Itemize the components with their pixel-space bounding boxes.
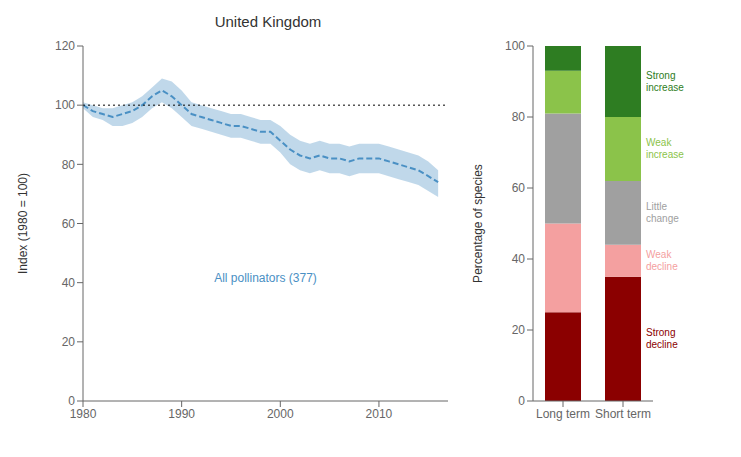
- svg-text:1990: 1990: [168, 407, 195, 421]
- svg-text:1980: 1980: [70, 407, 97, 421]
- html-text:All pollinators (377): All pollinators (377): [214, 270, 317, 285]
- svg-text:60: 60: [62, 217, 76, 231]
- svg-text:20: 20: [512, 323, 526, 337]
- svg-text:120: 120: [55, 39, 75, 53]
- svg-text:100: 100: [505, 39, 525, 53]
- svg-text:Weakdecline: Weakdecline: [646, 249, 678, 272]
- svg-text:0: 0: [68, 394, 75, 408]
- svg-text:100: 100: [55, 98, 75, 112]
- svg-text:0: 0: [518, 394, 525, 408]
- svg-text:Index (1980 = 100): Index (1980 = 100): [16, 173, 30, 274]
- svg-text:40: 40: [512, 252, 526, 266]
- svg-text:80: 80: [62, 158, 76, 172]
- svg-text:2000: 2000: [267, 407, 294, 421]
- svg-text:2010: 2010: [366, 407, 393, 421]
- svg-text:Short term: Short term: [595, 407, 651, 421]
- svg-text:Long term: Long term: [536, 407, 590, 421]
- svg-text:80: 80: [512, 110, 526, 124]
- svg-text:Weakincrease: Weakincrease: [646, 137, 684, 160]
- svg-text:Strongdecline: Strongdecline: [646, 327, 678, 350]
- svg-text:Percentage of species: Percentage of species: [471, 164, 485, 283]
- html-text:United Kingdom: United Kingdom: [214, 13, 322, 30]
- svg-text:Littlechange: Littlechange: [646, 201, 679, 224]
- svg-text:Strongincrease: Strongincrease: [646, 70, 684, 93]
- svg-text:20: 20: [62, 335, 76, 349]
- svg-text:60: 60: [512, 181, 526, 195]
- svg-text:40: 40: [62, 276, 76, 290]
